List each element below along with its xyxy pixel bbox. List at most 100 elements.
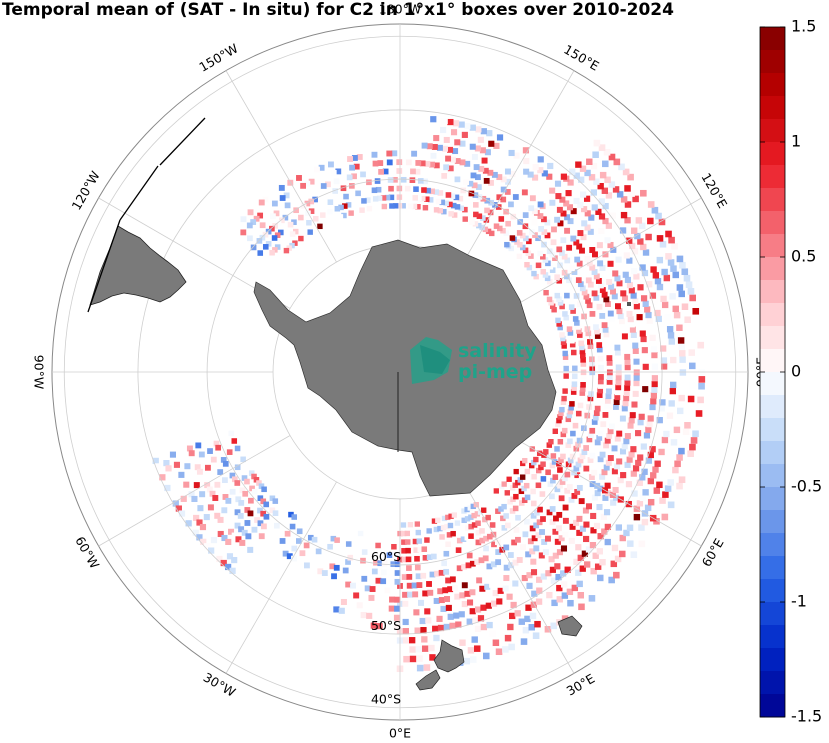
longitude-label: 90°W: [32, 355, 47, 390]
anomaly-cell: [495, 648, 503, 656]
anomaly-cell: [558, 495, 565, 502]
anomaly-cell: [550, 577, 557, 584]
anomaly-cell: [556, 596, 563, 603]
anomaly-cell: [527, 538, 534, 545]
anomaly-cell: [589, 481, 596, 488]
anomaly-cell: [546, 296, 553, 303]
anomaly-cell: [594, 405, 601, 412]
anomaly-cell: [554, 563, 561, 570]
anomaly-cell: [533, 456, 539, 463]
anomaly-cell: [579, 247, 585, 254]
anomaly-cell: [265, 228, 272, 235]
anomaly-cell: [439, 199, 446, 206]
anomaly-cell: [623, 390, 630, 397]
anomaly-cell: [640, 443, 647, 450]
anomaly-cell: [655, 212, 662, 220]
anomaly-cell: [258, 533, 265, 540]
colorbar-tick-label: 0.5: [791, 247, 816, 266]
anomaly-cell: [409, 637, 416, 644]
anomaly-cell: [442, 587, 449, 594]
anomaly-cell: [573, 465, 580, 472]
anomaly-cell: [697, 396, 704, 404]
anomaly-cell: [526, 238, 532, 245]
anomaly-cell: [482, 167, 489, 174]
anomaly-cell: [550, 239, 557, 246]
anomaly-cell: [577, 281, 584, 288]
anomaly-cell: [563, 200, 570, 207]
anomaly-cell: [443, 200, 449, 207]
anomaly-cell: [681, 303, 689, 310]
anomaly-cell: [521, 575, 528, 582]
anomaly-cell: [569, 453, 576, 460]
anomaly-cell: [475, 529, 482, 536]
anomaly-cell: [256, 480, 262, 486]
anomaly-cells: [152, 116, 706, 673]
anomaly-cell: [241, 475, 248, 481]
anomaly-cell: [462, 206, 468, 213]
anomaly-cell: [421, 546, 428, 552]
anomaly-cell: [531, 535, 538, 542]
anomaly-cell: [195, 442, 202, 449]
anomaly-cell: [570, 208, 577, 215]
anomaly-cell: [581, 550, 589, 557]
anomaly-cell: [604, 397, 611, 404]
anomaly-cell: [334, 537, 340, 543]
anomaly-cell: [683, 274, 691, 282]
anomaly-cell: [529, 548, 536, 555]
anomaly-cell: [455, 621, 462, 628]
anomaly-cell: [320, 183, 327, 189]
colorbar-bin: [760, 395, 785, 419]
anomaly-cell: [544, 625, 552, 633]
anomaly-cell: [594, 563, 602, 570]
colorbar-bin: [760, 50, 785, 74]
anomaly-cell: [632, 347, 639, 354]
anomaly-cell: [556, 206, 563, 213]
anomaly-cell: [424, 537, 430, 543]
anomaly-cell: [586, 436, 593, 443]
anomaly-cell: [445, 577, 452, 584]
anomaly-cell: [435, 198, 442, 205]
anomaly-cell: [670, 381, 677, 389]
anomaly-cell: [466, 618, 473, 625]
anomaly-cell: [154, 463, 161, 470]
anomaly-cell: [569, 523, 576, 530]
meridian-line: [98, 435, 291, 547]
anomaly-cell: [437, 624, 445, 632]
anomaly-cell: [659, 399, 666, 406]
anomaly-cell: [587, 432, 594, 438]
anomaly-cell: [638, 413, 645, 420]
anomaly-cell: [506, 593, 513, 600]
anomaly-cell: [571, 381, 578, 387]
anomaly-cell: [475, 126, 482, 133]
anomaly-cell: [496, 134, 504, 141]
anomaly-cell: [584, 326, 591, 332]
anomaly-cell: [588, 174, 596, 181]
anomaly-cell: [688, 349, 695, 356]
anomaly-cell: [449, 622, 456, 629]
anomaly-cell: [458, 611, 465, 618]
anomaly-cell: [382, 168, 389, 175]
anomaly-cell: [405, 556, 412, 563]
anomaly-cell: [199, 491, 206, 498]
anomaly-cell: [272, 247, 278, 253]
anomaly-cell: [332, 188, 339, 194]
anomaly-cell: [525, 604, 532, 611]
anomaly-cell: [626, 237, 633, 244]
anomaly-cell: [577, 402, 584, 409]
anomaly-cell: [580, 357, 586, 363]
anomaly-cell: [564, 227, 571, 234]
anomaly-cell: [433, 162, 440, 169]
anomaly-cell: [614, 394, 621, 401]
anomaly-cell: [478, 557, 485, 564]
latitude-labels: 60°S50°S40°S: [371, 549, 401, 707]
anomaly-cell: [639, 494, 646, 502]
anomaly-cell: [212, 495, 219, 501]
anomaly-cell: [496, 194, 503, 201]
anomaly-cell: [561, 253, 568, 260]
anomaly-cell: [422, 205, 429, 211]
anomaly-cell: [340, 185, 347, 192]
anomaly-cell: [474, 145, 481, 152]
anomaly-cell: [258, 483, 265, 489]
anomaly-cell: [646, 317, 653, 324]
anomaly-cell: [627, 173, 634, 181]
